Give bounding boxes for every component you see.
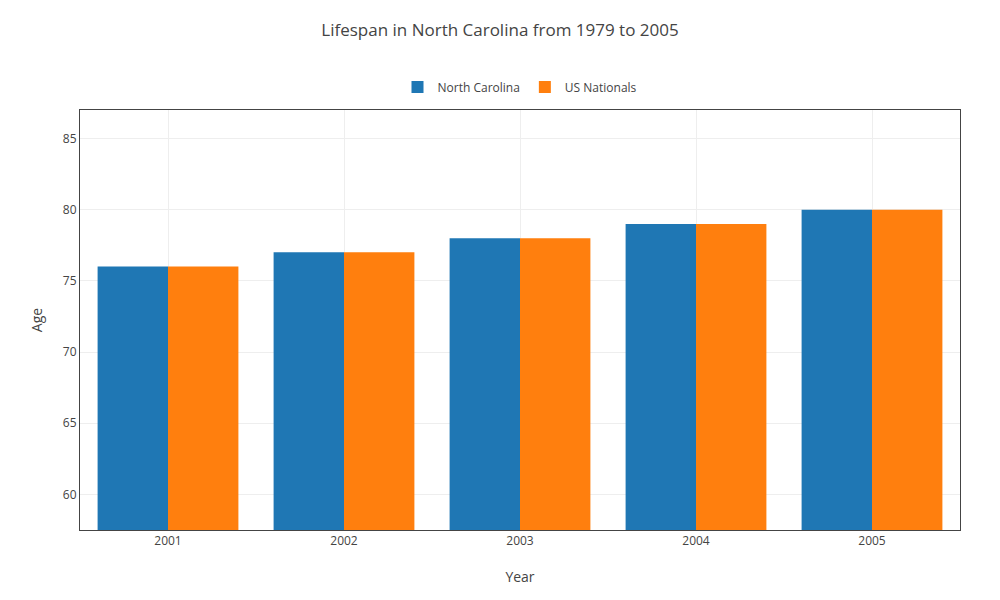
svg-text:2004: 2004 bbox=[682, 532, 710, 549]
svg-text:Lifespan in North Carolina fro: Lifespan in North Carolina from 1979 to … bbox=[321, 18, 678, 41]
svg-text:60: 60 bbox=[63, 486, 77, 503]
svg-text:2005: 2005 bbox=[858, 532, 886, 549]
svg-text:75: 75 bbox=[63, 272, 77, 289]
svg-text:70: 70 bbox=[63, 343, 77, 360]
svg-text:US Nationals: US Nationals bbox=[565, 79, 637, 96]
svg-text:2002: 2002 bbox=[330, 532, 358, 549]
svg-text:2001: 2001 bbox=[154, 532, 181, 549]
svg-text:65: 65 bbox=[63, 414, 77, 431]
svg-text:Year: Year bbox=[505, 567, 534, 586]
svg-text:North Carolina: North Carolina bbox=[438, 79, 520, 96]
svg-text:2003: 2003 bbox=[506, 532, 534, 549]
svg-text:Age: Age bbox=[27, 308, 46, 332]
svg-text:80: 80 bbox=[63, 201, 77, 218]
svg-text:85: 85 bbox=[63, 130, 77, 147]
